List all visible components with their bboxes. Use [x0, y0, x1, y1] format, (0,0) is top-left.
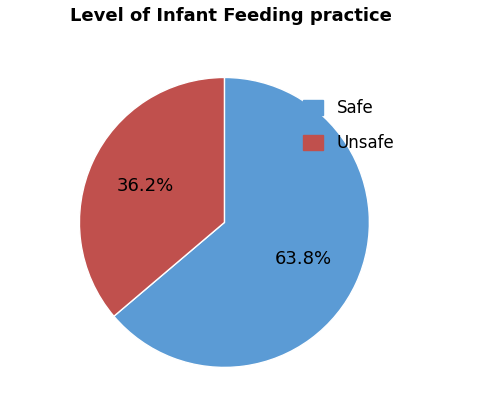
Text: 36.2%: 36.2% — [117, 177, 174, 195]
Wedge shape — [80, 78, 225, 316]
Wedge shape — [114, 78, 370, 367]
Title: Level of Infant Feeding practice: Level of Infant Feeding practice — [70, 7, 392, 25]
Text: 63.8%: 63.8% — [275, 250, 332, 268]
Legend: Safe, Unsafe: Safe, Unsafe — [304, 99, 394, 152]
